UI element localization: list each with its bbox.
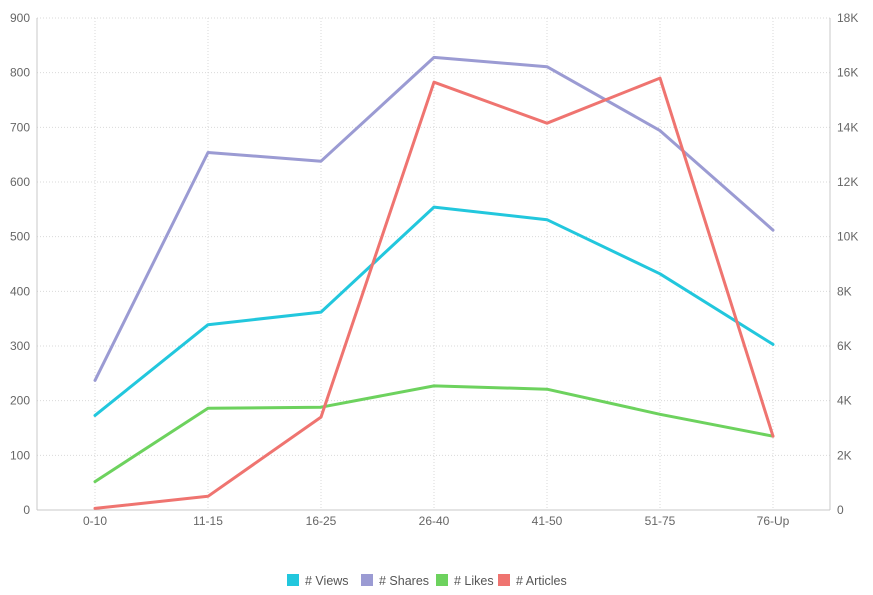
right-axis-tick-label: 18K xyxy=(837,11,858,25)
legend[interactable]: # Views # Shares # Likes # Articles xyxy=(287,574,567,588)
x-axis-tick-label: 41-50 xyxy=(532,514,563,528)
left-axis-tick-label: 900 xyxy=(10,11,30,25)
legend-swatch xyxy=(436,574,448,586)
grid-lines xyxy=(37,17,830,510)
left-axis-tick-label: 400 xyxy=(10,284,30,298)
right-axis-tick-label: 10K xyxy=(837,230,858,244)
legend-item-articles[interactable]: # Articles xyxy=(498,574,567,588)
right-axis-tick-label: 12K xyxy=(837,175,858,189)
right-axis-tick-label: 14K xyxy=(837,120,858,134)
series-line-views xyxy=(93,205,775,417)
legend-item-shares[interactable]: # Shares xyxy=(361,574,429,588)
x-axis-tick-label: 51-75 xyxy=(645,514,676,528)
left-axis-tick-label: 100 xyxy=(10,448,30,462)
x-axis-tick-label: 16-25 xyxy=(306,514,337,528)
right-axis-tick-label: 6K xyxy=(837,339,852,353)
right-axis-tick-label: 8K xyxy=(837,284,852,298)
right-axis-tick-label: 2K xyxy=(837,448,852,462)
left-axis-tick-labels: 0 100 200 300 400 500 600 700 800 900 xyxy=(10,11,30,517)
right-axis-tick-label: 16K xyxy=(837,66,858,80)
series-line-likes xyxy=(93,384,775,484)
series-line-shares xyxy=(93,55,775,382)
axes xyxy=(36,18,831,511)
series-line-articles xyxy=(93,76,775,510)
left-axis-tick-label: 500 xyxy=(10,230,30,244)
legend-label: # Articles xyxy=(516,574,567,588)
x-axis-tick-label: 76-Up xyxy=(757,514,790,528)
legend-swatch xyxy=(287,574,299,586)
left-axis-tick-label: 600 xyxy=(10,175,30,189)
x-axis-tick-label: 0-10 xyxy=(83,514,107,528)
legend-label: # Likes xyxy=(454,574,494,588)
right-axis-tick-label: 4K xyxy=(837,394,852,408)
left-axis-tick-label: 300 xyxy=(10,339,30,353)
legend-item-views[interactable]: # Views xyxy=(287,574,349,588)
left-axis-tick-label: 0 xyxy=(23,503,30,517)
left-axis-tick-label: 700 xyxy=(10,120,30,134)
x-axis-tick-label: 11-15 xyxy=(193,514,223,528)
left-axis-tick-label: 800 xyxy=(10,66,30,80)
legend-swatch xyxy=(361,574,373,586)
legend-label: # Views xyxy=(305,574,349,588)
legend-swatch xyxy=(498,574,510,586)
x-axis-tick-label: 26-40 xyxy=(419,514,450,528)
left-axis-tick-label: 200 xyxy=(10,394,30,408)
right-axis-tick-labels: 0 2K 4K 6K 8K 10K 12K 14K 16K 18K xyxy=(837,11,858,517)
x-axis-tick-labels: 0-10 11-15 16-25 26-40 41-50 51-75 76-Up xyxy=(83,514,790,528)
right-axis-tick-label: 0 xyxy=(837,503,844,517)
legend-item-likes[interactable]: # Likes xyxy=(436,574,494,588)
legend-label: # Shares xyxy=(379,574,429,588)
series-lines xyxy=(93,55,775,510)
